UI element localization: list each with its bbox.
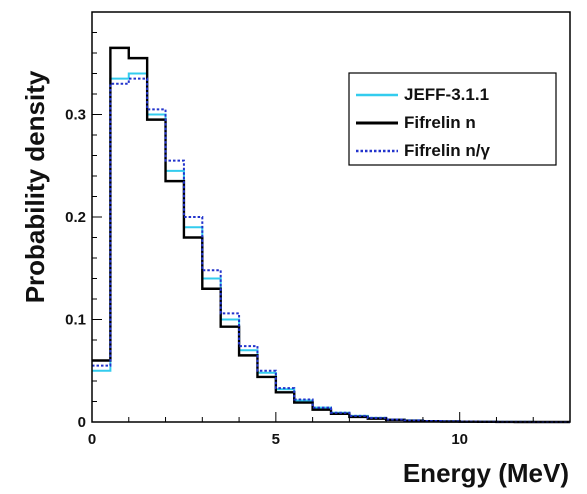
y-axis-title: Probability density	[20, 70, 50, 303]
x-axis-title: Energy (MeV)	[403, 458, 569, 488]
y-tick-label: 0.3	[65, 107, 86, 124]
y-tick-label: 0	[78, 414, 86, 431]
legend-box	[348, 72, 557, 166]
legend: JEFF-3.1.1 Fifrelin n Fifrelin n/γ	[348, 72, 557, 166]
y-tick-label: 0.1	[65, 312, 86, 329]
legend-label-1: Fifrelin n	[404, 113, 476, 132]
legend-label-2: Fifrelin n/γ	[404, 141, 491, 160]
x-tick-label: 0	[88, 431, 96, 448]
legend-label-0: JEFF-3.1.1	[404, 85, 489, 104]
y-tick-label: 0.2	[65, 209, 86, 226]
x-tick-label: 5	[272, 431, 280, 448]
legend-entries: JEFF-3.1.1 Fifrelin n Fifrelin n/γ	[356, 85, 491, 160]
x-tick-label: 10	[451, 431, 468, 448]
ticks-layer: 0 5 10 0 0.1 0.2 0.3	[65, 32, 534, 448]
